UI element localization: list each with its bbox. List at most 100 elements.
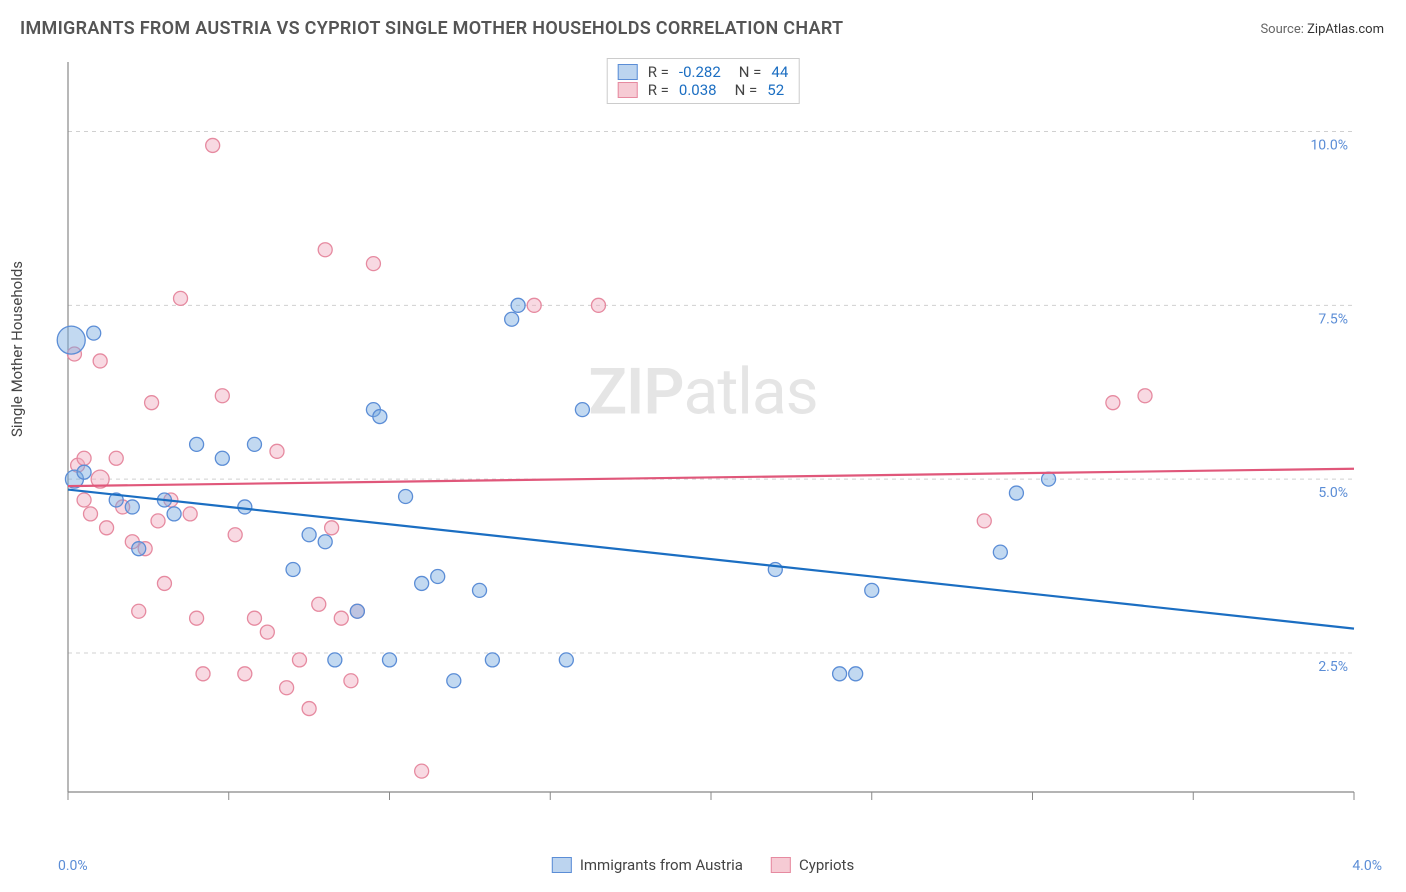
data-point	[1042, 472, 1056, 486]
data-point	[399, 490, 413, 504]
data-point	[511, 298, 525, 312]
data-point	[109, 451, 123, 465]
data-point	[196, 667, 210, 681]
y-tick-label: 5.0%	[1318, 485, 1348, 501]
n-value: 44	[771, 63, 788, 81]
data-point	[527, 298, 541, 312]
legend-row: R =-0.282N =44	[618, 63, 789, 81]
data-point	[100, 521, 114, 535]
data-point	[87, 326, 101, 340]
data-point	[145, 396, 159, 410]
y-tick-label: 10.0%	[1310, 138, 1348, 154]
data-point	[77, 493, 91, 507]
chart-title: IMMIGRANTS FROM AUSTRIA VS CYPRIOT SINGL…	[20, 18, 843, 39]
data-point	[286, 563, 300, 577]
source-attribution: Source: ZipAtlas.com	[1260, 22, 1384, 37]
data-point	[132, 604, 146, 618]
data-point	[151, 514, 165, 528]
data-point	[77, 451, 91, 465]
source-value: ZipAtlas.com	[1307, 22, 1384, 37]
data-point	[318, 243, 332, 257]
source-label: Source:	[1260, 22, 1303, 37]
data-point	[350, 604, 364, 618]
n-label: N =	[739, 63, 762, 81]
r-value: 0.038	[679, 81, 717, 99]
data-point	[238, 500, 252, 514]
data-point	[247, 437, 261, 451]
plot-area: 2.5% 5.0% 7.5% 10.0%	[48, 50, 1384, 840]
y-tick-label: 7.5%	[1318, 311, 1348, 327]
y-tick-label: 2.5%	[1318, 659, 1348, 675]
trend-line	[68, 490, 1354, 629]
legend-swatch	[771, 857, 791, 873]
data-point	[206, 138, 220, 152]
series-legend: Immigrants from Austria Cypriots	[552, 856, 854, 874]
data-point	[270, 444, 284, 458]
data-point	[1009, 486, 1023, 500]
data-point	[84, 507, 98, 521]
correlation-legend: R = -0.282 N = 44R = 0.038 N = 52	[607, 58, 800, 104]
data-point	[157, 576, 171, 590]
data-point	[591, 298, 605, 312]
data-point	[280, 681, 294, 695]
legend-label: Cypriots	[799, 856, 854, 874]
data-point	[1138, 389, 1152, 403]
data-point	[302, 528, 316, 542]
data-point	[312, 597, 326, 611]
data-point	[57, 326, 85, 354]
legend-item: Cypriots	[771, 856, 854, 874]
data-point	[415, 764, 429, 778]
data-point	[167, 507, 181, 521]
data-point	[431, 569, 445, 583]
data-point	[865, 583, 879, 597]
x-axis-min-label: 0.0%	[58, 858, 88, 874]
scatter-chart: 2.5% 5.0% 7.5% 10.0%	[48, 50, 1384, 840]
x-axis-max-label: 4.0%	[1352, 858, 1382, 874]
data-point	[977, 514, 991, 528]
legend-swatch	[552, 857, 572, 873]
data-point	[559, 653, 573, 667]
data-point	[190, 611, 204, 625]
data-point	[993, 545, 1007, 559]
trend-line	[68, 469, 1354, 486]
data-point	[190, 437, 204, 451]
data-point	[132, 542, 146, 556]
data-point	[125, 500, 139, 514]
data-point	[328, 653, 342, 667]
data-point	[383, 653, 397, 667]
data-point	[334, 611, 348, 625]
data-point	[447, 674, 461, 688]
r-label: R =	[648, 81, 669, 99]
legend-swatch	[618, 64, 638, 80]
data-point	[215, 451, 229, 465]
data-point	[77, 465, 91, 479]
data-point	[849, 667, 863, 681]
y-axis-label: Single Mother Households	[8, 261, 26, 437]
data-point	[1106, 396, 1120, 410]
data-point	[485, 653, 499, 667]
legend-row: R = 0.038 N = 52	[618, 81, 789, 99]
data-point	[833, 667, 847, 681]
legend-item: Immigrants from Austria	[552, 856, 743, 874]
n-value: 52	[767, 81, 784, 99]
data-point	[174, 291, 188, 305]
data-point	[215, 389, 229, 403]
data-point	[228, 528, 242, 542]
legend-label: Immigrants from Austria	[580, 856, 743, 874]
data-point	[318, 535, 332, 549]
n-label: N =	[735, 81, 758, 99]
data-point	[415, 576, 429, 590]
data-point	[366, 257, 380, 271]
data-point	[247, 611, 261, 625]
data-point	[183, 507, 197, 521]
r-value: -0.282	[679, 63, 721, 81]
legend-swatch	[618, 82, 638, 98]
data-point	[373, 410, 387, 424]
data-point	[325, 521, 339, 535]
data-point	[473, 583, 487, 597]
data-point	[238, 667, 252, 681]
data-point	[260, 625, 274, 639]
data-point	[505, 312, 519, 326]
data-point	[93, 354, 107, 368]
data-point	[344, 674, 358, 688]
